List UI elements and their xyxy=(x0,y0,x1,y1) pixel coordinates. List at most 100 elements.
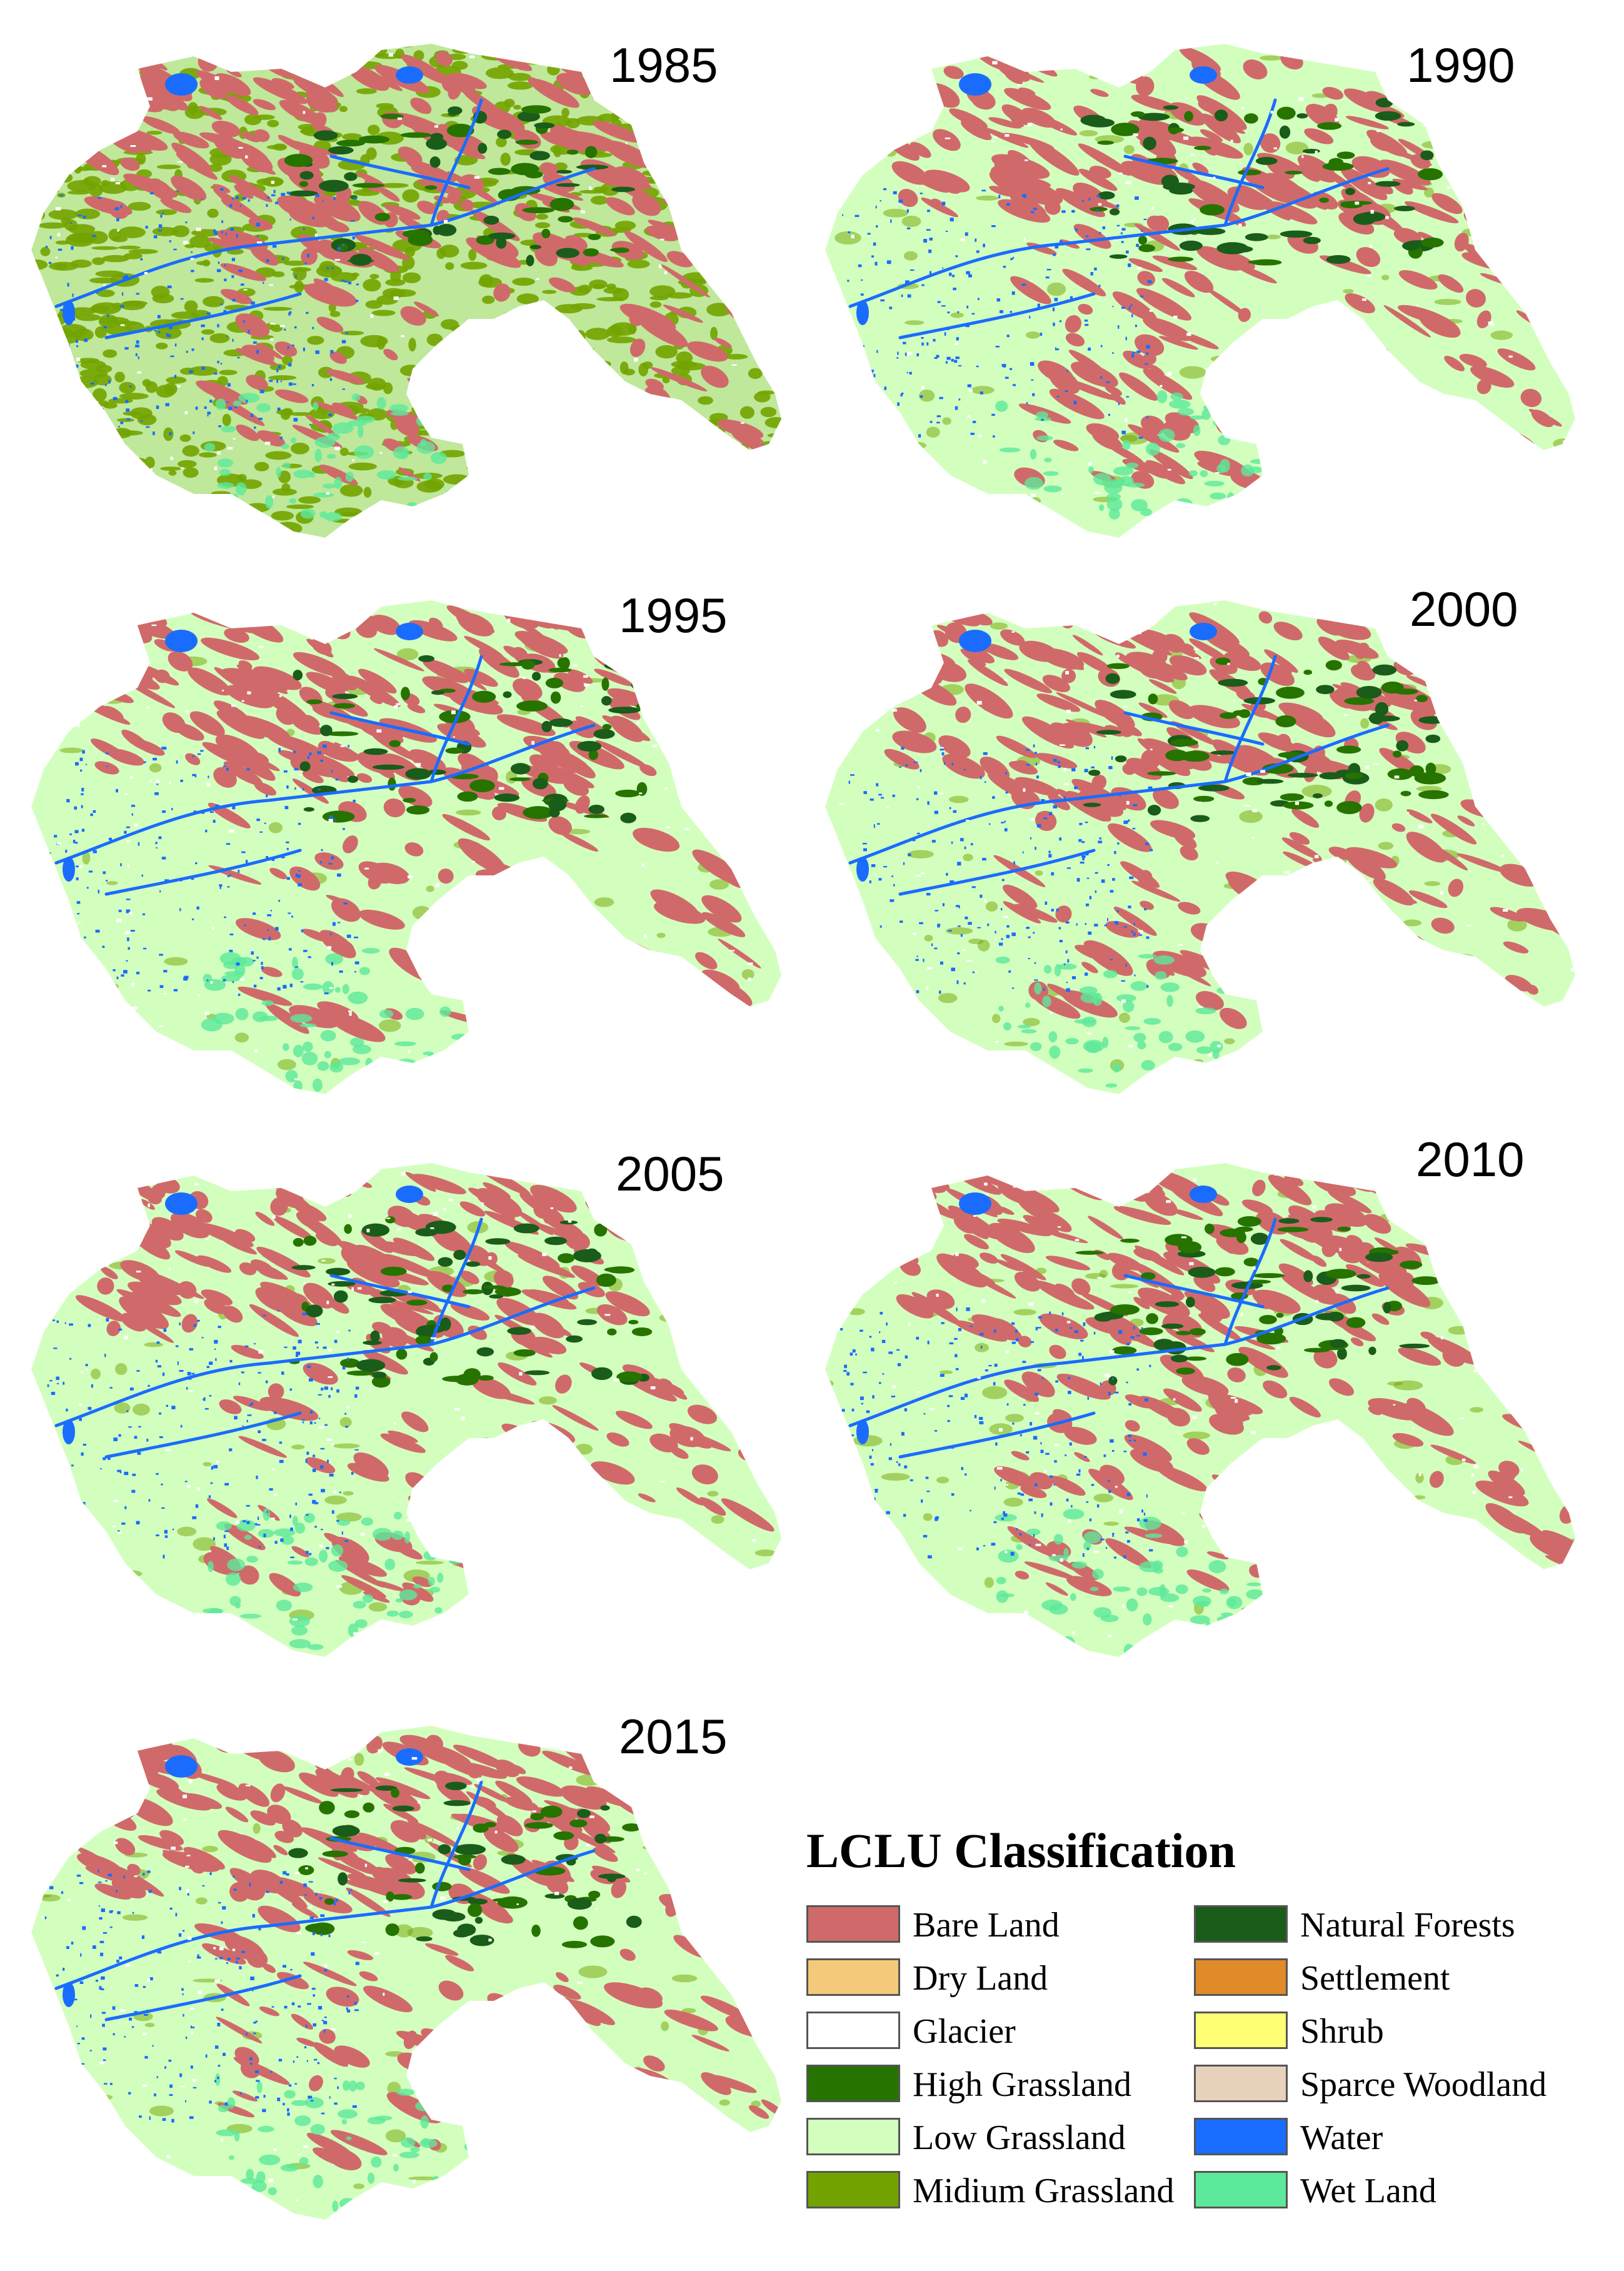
map-patch-bare-land xyxy=(293,652,346,677)
map-patch-bare-land xyxy=(197,1222,254,1247)
map-patch-medium-grassland xyxy=(782,302,800,310)
map-glacier-speck xyxy=(212,927,215,930)
map-water-speck xyxy=(238,869,240,874)
map-patch-bare-land xyxy=(220,263,266,281)
map-patch-medium-grassland xyxy=(383,382,393,395)
map-glacier-speck xyxy=(67,628,71,632)
map-lake xyxy=(165,630,198,652)
map-patch-medium-grassland xyxy=(1448,1326,1469,1335)
map-glacier-speck xyxy=(684,828,689,830)
map-1985 xyxy=(31,44,781,538)
map-patch-bare-land xyxy=(1531,776,1566,797)
map-patch-wet-land xyxy=(351,393,361,401)
map-water-speck xyxy=(89,993,91,996)
map-water-speck xyxy=(295,1503,298,1506)
map-glacier-speck xyxy=(483,1024,487,1027)
map-patch-bare-land xyxy=(471,105,525,133)
map-patch-bare-land xyxy=(460,199,474,211)
map-glacier-speck xyxy=(674,992,680,995)
map-glacier-speck xyxy=(272,495,275,498)
map-water-speck xyxy=(893,884,895,887)
map-water-speck xyxy=(1079,823,1083,825)
map-patch-bare-land xyxy=(276,705,298,725)
map-patch-wet-land xyxy=(1116,994,1136,1002)
map-glacier-speck xyxy=(1426,530,1430,533)
map-water-speck xyxy=(1000,908,1003,910)
map-patch-bare-land xyxy=(189,711,225,737)
map-water-speck xyxy=(126,960,128,962)
map-patch-bare-land xyxy=(239,751,280,772)
map-patch-forest xyxy=(478,1375,494,1381)
map-glacier-speck xyxy=(1151,206,1154,210)
map-water-speck xyxy=(980,392,983,395)
map-water-speck xyxy=(79,1417,82,1421)
map-patch-medium-grassland xyxy=(371,310,396,316)
map-water-speck xyxy=(294,768,299,771)
map-patch-bare-land xyxy=(555,1374,572,1394)
map-water-speck xyxy=(261,962,263,965)
map-patch-medium-grassland xyxy=(501,1655,526,1657)
map-patch-medium-grassland xyxy=(1470,1407,1484,1413)
map-glacier-speck xyxy=(763,199,768,202)
map-patch-medium-grassland xyxy=(324,1495,347,1505)
map-patch-medium-grassland xyxy=(748,368,763,380)
map-patch-bare-land xyxy=(244,1349,260,1358)
map-patch-wet-land xyxy=(1028,1065,1047,1070)
map-patch-bare-land xyxy=(1340,682,1363,693)
map-patch-bare-land xyxy=(1055,905,1072,923)
map-patch-medium-grassland xyxy=(950,312,964,318)
map-patch-forest xyxy=(417,1324,446,1334)
map-patch-bare-land xyxy=(347,1463,389,1482)
map-water-speck xyxy=(63,1381,65,1385)
map-patch-forest xyxy=(507,1327,531,1335)
map-patch-bare-land xyxy=(119,1296,169,1329)
map-river xyxy=(898,848,1096,896)
map-water-speck xyxy=(905,352,907,356)
map-patch-bare-land xyxy=(452,933,483,947)
map-patch-medium-grassland xyxy=(614,221,636,231)
map-water-speck xyxy=(254,1523,258,1525)
map-glacier-speck xyxy=(496,408,500,411)
map-glacier-speck xyxy=(1116,624,1119,628)
map-water-speck xyxy=(1128,306,1131,310)
map-patch-medium-grassland xyxy=(724,293,746,300)
map-patch-medium-grassland xyxy=(54,263,68,270)
map-glacier-speck xyxy=(1414,699,1417,702)
map-water-speck xyxy=(154,330,157,332)
map-patch-medium-grassland xyxy=(426,333,443,346)
map-water-speck xyxy=(287,346,289,350)
map-patch-medium-grassland xyxy=(343,1491,354,1496)
map-glacier-speck xyxy=(1031,493,1036,497)
map-patch-medium-grassland xyxy=(539,418,553,425)
map-patch-bare-land xyxy=(751,832,781,845)
map-water-speck xyxy=(1056,909,1059,912)
map-water-speck xyxy=(163,970,168,973)
map-patch-wet-land xyxy=(1153,516,1162,531)
map-patch-bare-land xyxy=(989,186,1015,197)
map-patch-medium-grassland xyxy=(526,480,544,485)
map-water-speck xyxy=(224,1543,227,1548)
map-water-speck xyxy=(871,370,875,372)
map-glacier-speck xyxy=(1088,462,1092,465)
map-patch-forest xyxy=(388,777,396,791)
map-river xyxy=(848,167,1390,308)
map-patch-wet-land xyxy=(359,967,371,975)
map-glacier-speck xyxy=(652,745,657,747)
map-patch-forest xyxy=(1287,772,1318,778)
map-glacier-speck xyxy=(1173,315,1178,319)
map-patch-medium-grassland xyxy=(1461,473,1481,487)
map-water-speck xyxy=(71,246,74,250)
map-patch-bare-land xyxy=(529,754,559,775)
map-patch-medium-grassland xyxy=(379,183,409,188)
map-water-speck xyxy=(220,188,224,191)
map-patch-bare-land xyxy=(512,647,528,662)
map-water-speck xyxy=(1098,840,1103,843)
map-patch-forest xyxy=(1109,254,1128,259)
map-glacier-speck xyxy=(258,645,264,648)
map-glacier-speck xyxy=(127,864,130,867)
map-patch-forest xyxy=(332,693,358,700)
map-2000 xyxy=(825,600,1575,1094)
map-water-speck xyxy=(284,328,286,331)
map-water-speck xyxy=(124,347,129,350)
map-patch-medium-grassland xyxy=(84,420,106,434)
